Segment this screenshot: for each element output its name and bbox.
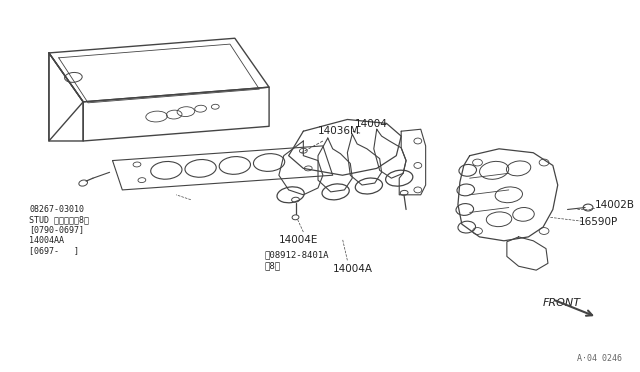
Text: A·04 0246: A·04 0246 (577, 354, 622, 363)
Text: 14004A: 14004A (333, 264, 372, 274)
Text: 14004E: 14004E (279, 235, 318, 245)
Text: 14002B: 14002B (595, 200, 635, 209)
Text: 14036M: 14036M (318, 126, 360, 136)
Text: 16590P: 16590P (579, 217, 618, 227)
Text: 14004: 14004 (355, 119, 388, 129)
Text: ⓝ08912-8401A
（8）: ⓝ08912-8401A （8） (264, 251, 329, 270)
Text: FRONT: FRONT (543, 298, 581, 308)
Text: 08267-03010
STUD スタッド（8）
[0790-0697]
14004AA
[0697-   ]: 08267-03010 STUD スタッド（8） [0790-0697] 140… (29, 205, 90, 255)
